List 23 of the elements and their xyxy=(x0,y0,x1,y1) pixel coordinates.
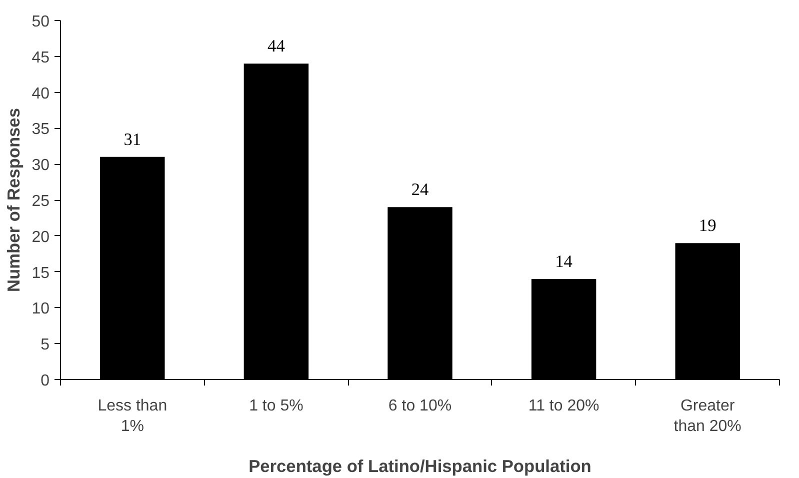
x-axis-title: Percentage of Latino/Hispanic Population xyxy=(248,456,592,476)
y-tick-label: 30 xyxy=(32,157,50,174)
y-tick-label: 25 xyxy=(32,193,50,210)
y-tick-label: 45 xyxy=(32,49,50,66)
x-tick-label: 6 to 10% xyxy=(388,398,452,414)
data-label: 14 xyxy=(555,252,573,271)
data-label: 31 xyxy=(124,130,142,149)
data-label: 44 xyxy=(268,36,286,56)
y-tick-label: 5 xyxy=(40,336,50,354)
x-tick-label: Greater than 20% xyxy=(674,398,742,435)
y-tick-label: 35 xyxy=(32,121,50,138)
y-tick-label: 0 xyxy=(40,372,50,390)
y-tick-label: 50 xyxy=(32,14,50,30)
y-tick-label: 40 xyxy=(32,85,50,102)
data-label: 24 xyxy=(411,180,429,200)
y-tick-label: 20 xyxy=(32,228,50,246)
y-axis-title: Number of Responses xyxy=(4,108,24,292)
x-tick-label: 11 to 20% xyxy=(528,398,600,414)
data-label: 19 xyxy=(698,216,716,236)
x-tick-label: 1 to 5% xyxy=(249,398,304,414)
y-tick-label: 10 xyxy=(32,300,50,318)
x-tick-label: Less than 1% xyxy=(98,398,168,435)
y-tick-label: 15 xyxy=(32,264,50,282)
